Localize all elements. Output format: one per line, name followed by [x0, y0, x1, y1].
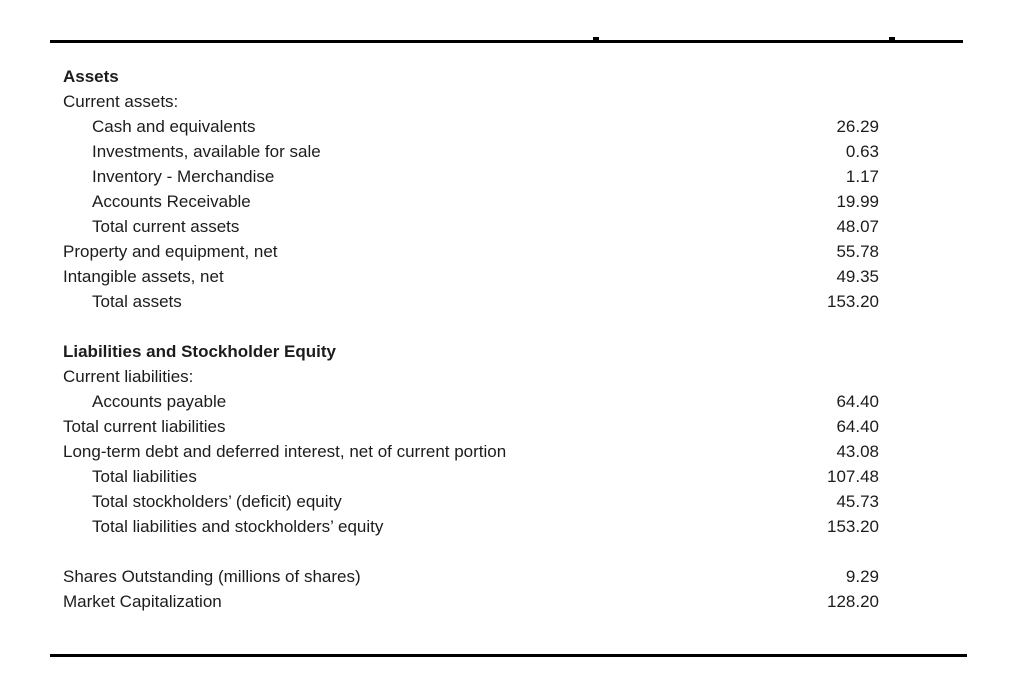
- table-row: Investments, available for sale 0.63: [63, 139, 879, 164]
- row-label: Shares Outstanding (millions of shares): [63, 567, 361, 586]
- row-label: Current liabilities:: [63, 367, 194, 386]
- row-label: Intangible assets, net: [63, 267, 224, 286]
- row-value: 64.40: [836, 417, 879, 436]
- row-spacer: [63, 539, 879, 564]
- table-row: Total current liabilities 64.40: [63, 414, 879, 439]
- row-label: Property and equipment, net: [63, 242, 278, 261]
- row-value: 0.63: [845, 142, 879, 161]
- row-label: Investments, available for sale: [92, 142, 321, 161]
- table-row: Total liabilities and stockholders’ equi…: [63, 514, 879, 539]
- table-row: Total current assets 48.07: [63, 214, 879, 239]
- table-row: Total liabilities 107.48: [63, 464, 879, 489]
- row-value: 153.20: [827, 517, 879, 536]
- row-label: Accounts Receivable: [92, 192, 251, 211]
- table-row: Assets: [63, 64, 879, 89]
- row-label: Market Capitalization: [63, 592, 222, 611]
- row-label: Total stockholders’ (deficit) equity: [92, 492, 342, 511]
- table-row: Market Capitalization 128.20: [63, 589, 879, 614]
- row-label: Total assets: [92, 292, 182, 311]
- table-row: Total assets 153.20: [63, 289, 879, 314]
- table-row: Long-term debt and deferred interest, ne…: [63, 439, 879, 464]
- table-row: Liabilities and Stockholder Equity: [63, 339, 879, 364]
- row-label: Inventory - Merchandise: [92, 167, 275, 186]
- rule-tick-artifact: [593, 37, 599, 41]
- row-value: 153.20: [827, 292, 879, 311]
- table-row: Property and equipment, net 55.78: [63, 239, 879, 264]
- table-row: Inventory - Merchandise 1.17: [63, 164, 879, 189]
- row-value: 19.99: [836, 192, 879, 211]
- row-value: 128.20: [827, 592, 879, 611]
- table-row: Total stockholders’ (deficit) equity 45.7…: [63, 489, 879, 514]
- statement-rows: Assets Current assets: Cash and equivalent…: [63, 64, 879, 614]
- row-spacer: [63, 314, 879, 339]
- table-row: Current liabilities:: [63, 364, 879, 389]
- row-value: 1.17: [845, 167, 879, 186]
- row-label: Long-term debt and deferred interest, ne…: [63, 442, 507, 461]
- table-row: Accounts Receivable 19.99: [63, 189, 879, 214]
- top-rule: [50, 40, 963, 43]
- row-label: Liabilities and Stockholder Equity: [63, 342, 336, 361]
- row-value: 48.07: [836, 217, 879, 236]
- row-label: Current assets:: [63, 92, 179, 111]
- row-label: Total current assets: [92, 217, 240, 236]
- table-row: Intangible assets, net 49.35: [63, 264, 879, 289]
- table-row: Shares Outstanding (millions of shares) 9…: [63, 564, 879, 589]
- bottom-rule: [50, 654, 967, 657]
- row-label: Accounts payable: [92, 392, 227, 411]
- table-row: Current assets:: [63, 89, 879, 114]
- row-value: 64.40: [836, 392, 879, 411]
- table-row: Accounts payable 64.40: [63, 389, 879, 414]
- row-value: 9.29: [845, 567, 879, 586]
- row-value: 55.78: [836, 242, 879, 261]
- row-label: Cash and equivalents: [92, 117, 256, 136]
- row-value: 45.73: [836, 492, 879, 511]
- row-value: 49.35: [836, 267, 879, 286]
- row-label: Assets: [63, 67, 119, 86]
- row-value: 43.08: [836, 442, 879, 461]
- row-label: Total liabilities: [92, 467, 197, 486]
- row-value: 26.29: [836, 117, 879, 136]
- table-row: Cash and equivalents 26.29: [63, 114, 879, 139]
- row-value: 107.48: [827, 467, 879, 486]
- row-label: Total current liabilities: [63, 417, 226, 436]
- row-label: Total liabilities and stockholders’ equi…: [92, 517, 384, 536]
- rule-tick-artifact: [889, 37, 895, 41]
